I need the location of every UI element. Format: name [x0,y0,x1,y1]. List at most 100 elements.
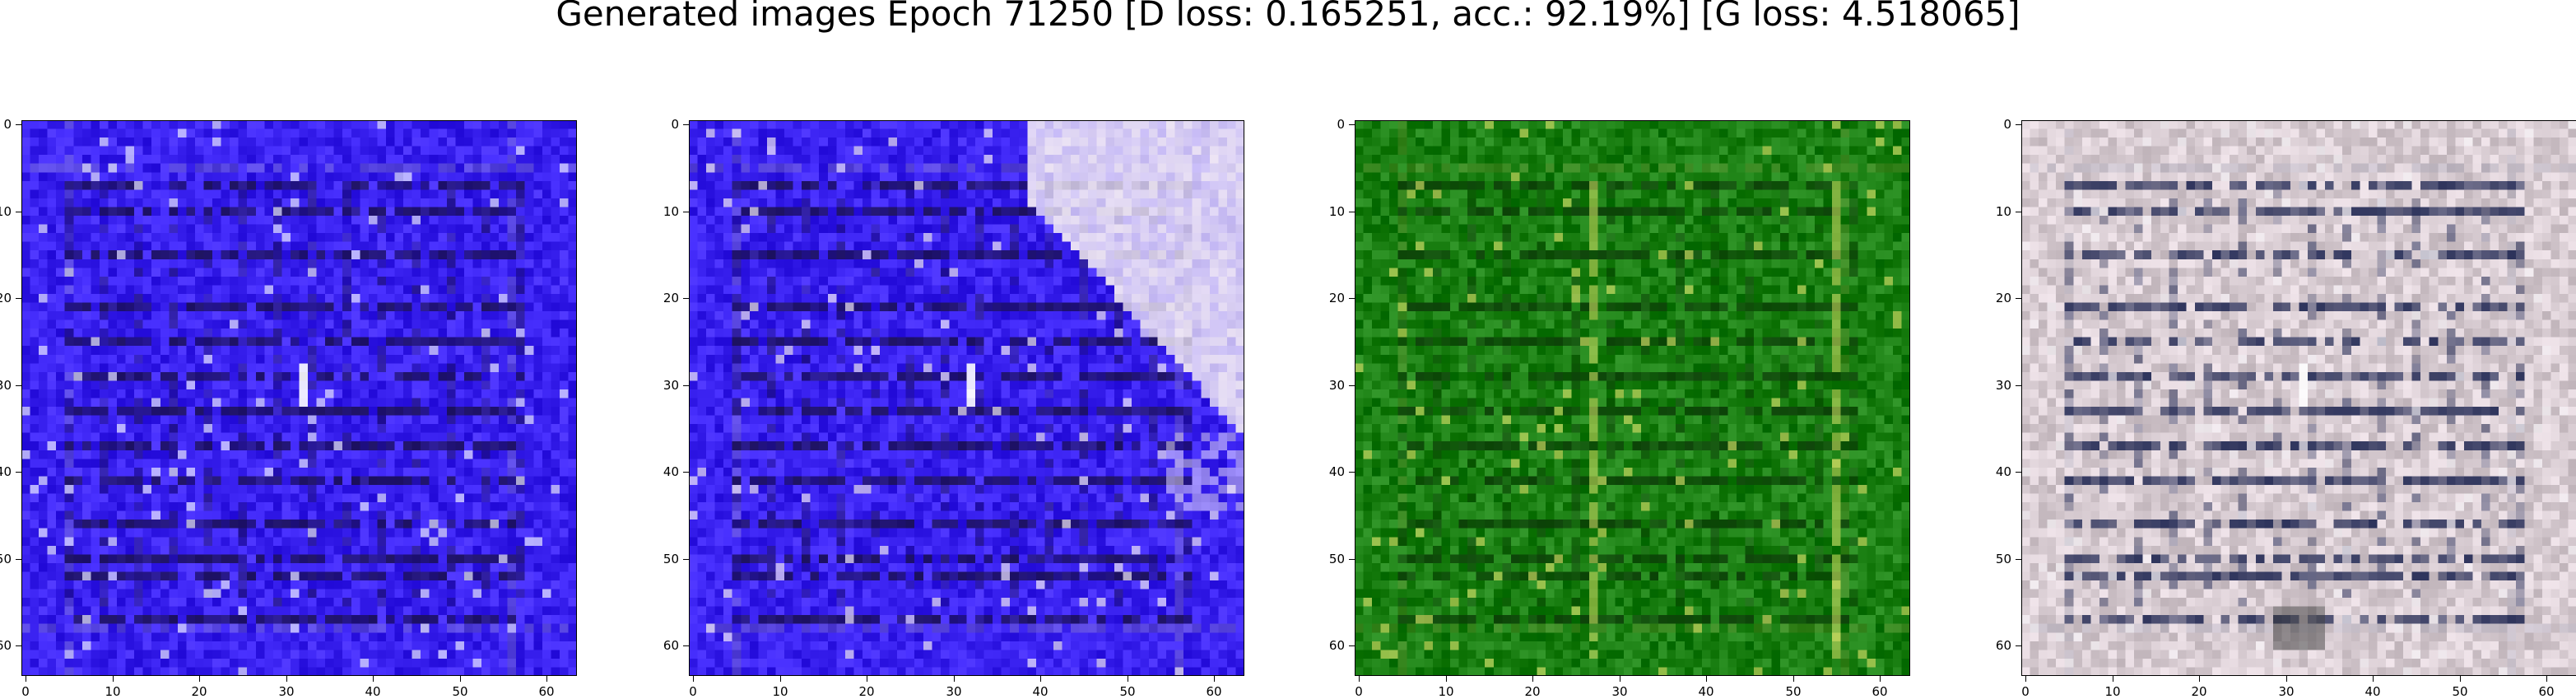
x-tick-mark [2373,676,2374,682]
generated-image-1 [21,120,577,676]
generated-image-3 [1355,120,1910,676]
x-tick-mark [1880,676,1881,682]
x-tick-mark [2460,676,2461,682]
x-tick-label: 40 [365,684,381,699]
y-tick-mark [683,559,689,560]
y-tick-mark [1349,559,1355,560]
x-tick-mark [546,676,547,682]
y-tick-mark [683,124,689,125]
y-tick-mark [683,298,689,299]
x-tick-label: 0 [2021,684,2030,699]
x-tick-mark [113,676,114,682]
y-tick-label: 40 [0,464,12,479]
x-tick-label: 50 [1785,684,1802,699]
y-tick-mark [2016,385,2021,386]
x-tick-mark [780,676,781,682]
y-tick-label: 10 [0,204,12,219]
y-tick-label: 0 [671,117,679,132]
x-tick-mark [199,676,200,682]
y-tick-label: 30 [0,378,12,393]
y-tick-mark [16,645,21,646]
x-tick-label: 30 [278,684,295,699]
y-tick-mark [2016,124,2021,125]
x-tick-label: 20 [191,684,207,699]
y-tick-label: 50 [1995,552,2011,566]
y-tick-label: 40 [1995,464,2011,479]
x-tick-label: 30 [1611,684,1628,699]
x-tick-mark [2025,676,2026,682]
x-tick-label: 10 [2104,684,2121,699]
y-tick-mark [16,124,21,125]
y-tick-mark [1349,472,1355,473]
y-tick-label: 20 [0,291,12,305]
y-tick-label: 50 [0,552,12,566]
x-tick-label: 20 [1524,684,1541,699]
x-tick-label: 10 [772,684,788,699]
x-tick-mark [1532,676,1533,682]
x-tick-mark [1214,676,1215,682]
x-tick-label: 50 [1119,684,1136,699]
generated-image-2 [689,120,1244,676]
generated-image-panel-2 [689,120,1244,676]
y-tick-label: 10 [1328,204,1345,219]
y-tick-mark [16,385,21,386]
y-tick-label: 10 [1995,204,2011,219]
y-tick-label: 60 [1995,638,2011,653]
y-tick-label: 30 [1995,378,2011,393]
y-tick-mark [1349,645,1355,646]
y-tick-label: 50 [663,552,679,566]
x-tick-label: 10 [105,684,121,699]
figure-title: Generated images Epoch 71250 [D loss: 0.… [556,0,2020,34]
x-tick-label: 0 [21,684,30,699]
x-tick-label: 0 [1355,684,1363,699]
x-tick-label: 60 [538,684,555,699]
x-tick-mark [954,676,955,682]
y-tick-mark [683,645,689,646]
y-tick-mark [683,472,689,473]
y-tick-mark [1349,124,1355,125]
x-tick-mark [373,676,374,682]
x-tick-label: 40 [1698,684,1714,699]
y-tick-label: 0 [2003,117,2011,132]
y-tick-mark [2016,298,2021,299]
generated-image-panel-1 [21,120,577,676]
y-tick-label: 0 [1337,117,1345,132]
y-tick-label: 10 [663,204,679,219]
x-tick-label: 40 [1032,684,1049,699]
y-tick-label: 40 [1328,464,1345,479]
x-tick-label: 20 [858,684,875,699]
y-tick-mark [1349,298,1355,299]
x-tick-label: 50 [2452,684,2468,699]
x-tick-mark [1446,676,1447,682]
y-tick-label: 60 [1328,638,1345,653]
x-tick-mark [693,676,694,682]
x-tick-label: 60 [1872,684,1888,699]
x-tick-label: 10 [1438,684,1454,699]
y-tick-mark [1349,385,1355,386]
x-tick-mark [1359,676,1360,682]
y-tick-mark [16,559,21,560]
x-tick-label: 30 [2278,684,2295,699]
x-tick-label: 40 [2364,684,2381,699]
x-tick-label: 0 [689,684,697,699]
x-tick-label: 30 [946,684,962,699]
y-tick-mark [2016,472,2021,473]
generated-image-panel-3 [1355,120,1910,676]
y-tick-label: 30 [1328,378,1345,393]
generated-image-panel-4 [2021,120,2576,676]
x-tick-mark [1793,676,1794,682]
y-tick-label: 0 [3,117,12,132]
y-tick-mark [2016,645,2021,646]
x-tick-mark [460,676,461,682]
x-tick-mark [1040,676,1041,682]
x-tick-label: 60 [2538,684,2555,699]
y-tick-label: 30 [663,378,679,393]
x-tick-mark [2546,676,2547,682]
y-tick-label: 60 [663,638,679,653]
y-tick-label: 20 [1328,291,1345,305]
x-tick-mark [286,676,287,682]
x-tick-mark [1706,676,1707,682]
y-tick-mark [16,298,21,299]
y-tick-label: 20 [663,291,679,305]
y-tick-mark [2016,559,2021,560]
